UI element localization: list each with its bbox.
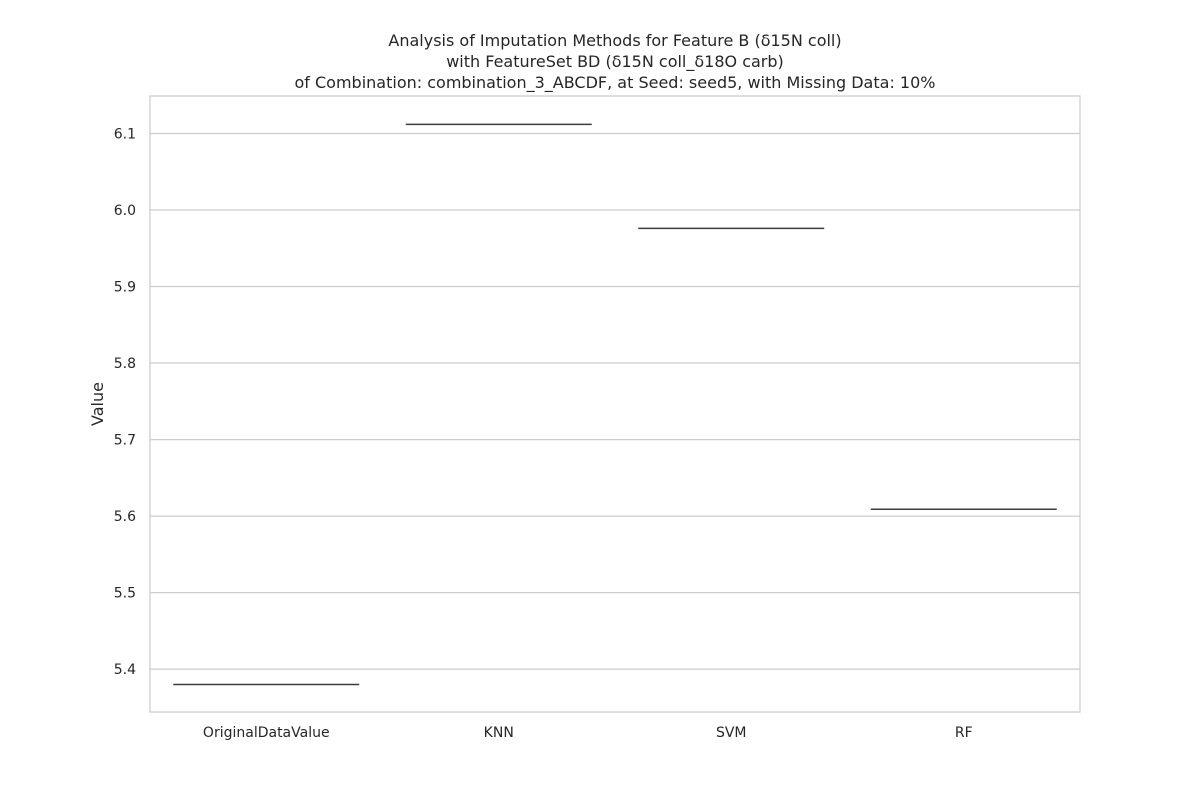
x-axis-ticks: OriginalDataValue KNN SVM RF <box>203 725 973 741</box>
y-tick-label: 5.5 <box>114 586 136 602</box>
y-tick-label: 5.8 <box>114 356 136 372</box>
y-tick-label: 5.7 <box>114 433 136 449</box>
chart-title: Analysis of Imputation Methods for Featu… <box>295 31 936 93</box>
x-tick-label: OriginalDataValue <box>203 725 330 741</box>
gridlines <box>150 132 1080 670</box>
x-tick-label: KNN <box>484 725 514 741</box>
box-plots <box>173 123 1057 686</box>
chart-title-line-2: with FeatureSet BD (δ15N coll_δ18O carb) <box>446 52 784 72</box>
y-tick-label: 6.0 <box>114 203 136 219</box>
x-tick-label: RF <box>955 725 973 741</box>
x-tick-label: SVM <box>716 725 747 741</box>
chart-title-line-3: of Combination: combination_3_ABCDF, at … <box>295 73 936 93</box>
y-axis-label: Value <box>88 382 107 426</box>
chart-title-line-1: Analysis of Imputation Methods for Featu… <box>388 31 841 50</box>
plot-frame <box>149 95 1081 713</box>
y-tick-label: 6.1 <box>114 126 136 142</box>
y-tick-label: 5.4 <box>114 662 136 678</box>
y-tick-label: 5.9 <box>114 280 136 296</box>
y-tick-label: 5.6 <box>114 509 136 525</box>
y-axis-ticks: 5.4 5.5 5.6 5.7 5.8 5.9 6.0 6.1 <box>114 126 136 678</box>
